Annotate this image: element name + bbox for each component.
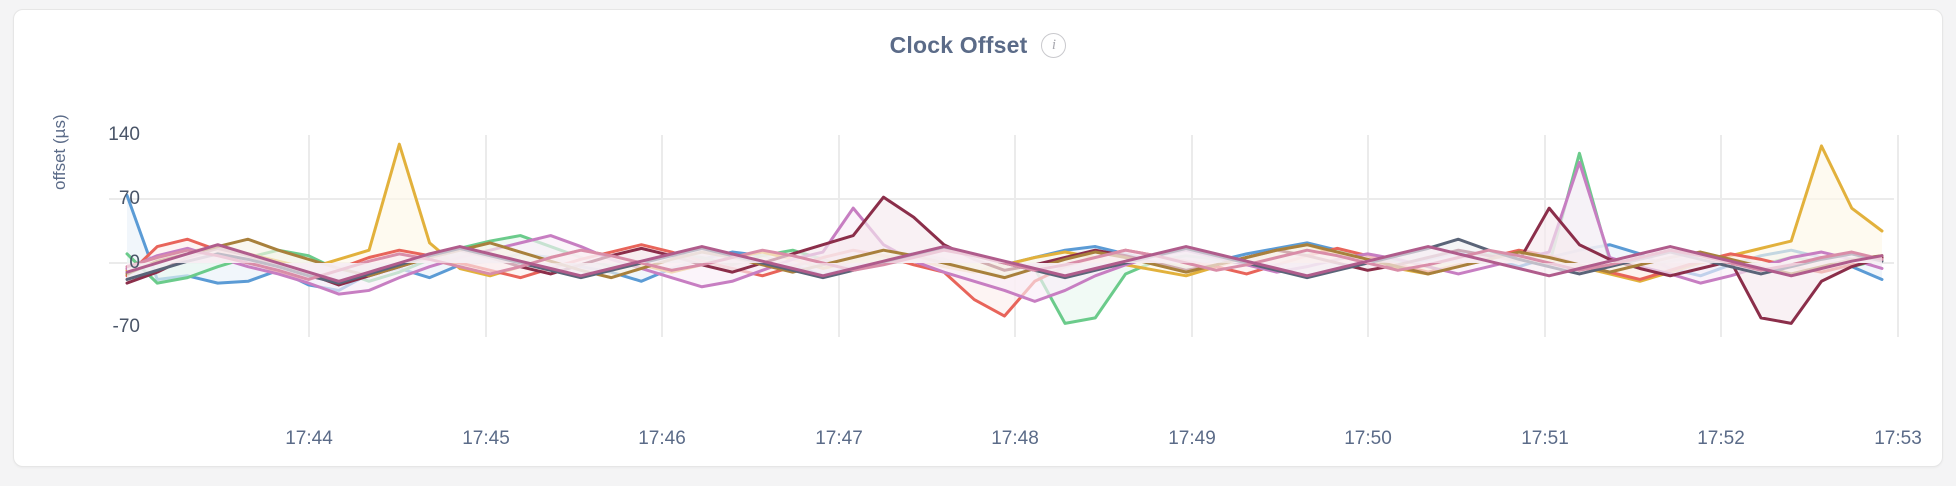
x-axis-tick-label: 17:48: [991, 428, 1039, 449]
clock-offset-card: Clock Offset i offset (µs) 140 70 0 -70 17:…: [13, 9, 1943, 467]
chart-svg: [109, 135, 1899, 337]
x-axis-tick-label: 17:53: [1874, 428, 1922, 449]
x-axis-tick-label: 17:49: [1168, 428, 1216, 449]
chart-plot-area[interactable]: offset (µs) 140 70 0 -70 17:44 17:45 17:46 17:…: [14, 10, 1942, 466]
y-axis-label: offset (µs): [50, 114, 69, 190]
y-axis-tick-label: 70: [118, 188, 140, 209]
page-title: Clock Offset: [889, 32, 1028, 58]
x-axis-tick-label: 17:46: [638, 428, 686, 449]
y-axis-tick-label: 0: [129, 252, 140, 273]
x-axis-tick-label: 17:47: [815, 428, 863, 449]
x-axis-tick-label: 17:44: [285, 428, 333, 449]
x-axis-tick-label: 17:45: [462, 428, 510, 449]
x-axis-tick-label: 17:52: [1697, 428, 1745, 449]
x-axis-tick-label: 17:50: [1344, 428, 1392, 449]
y-axis-ticks: 140 70 0 -70: [74, 10, 140, 466]
y-axis-tick-label: 140: [108, 124, 140, 145]
x-axis-tick-label: 17:51: [1521, 428, 1569, 449]
card-header: Clock Offset i: [14, 32, 1942, 59]
y-axis-tick-label: -70: [112, 316, 140, 337]
info-circle-icon[interactable]: i: [1041, 33, 1067, 58]
